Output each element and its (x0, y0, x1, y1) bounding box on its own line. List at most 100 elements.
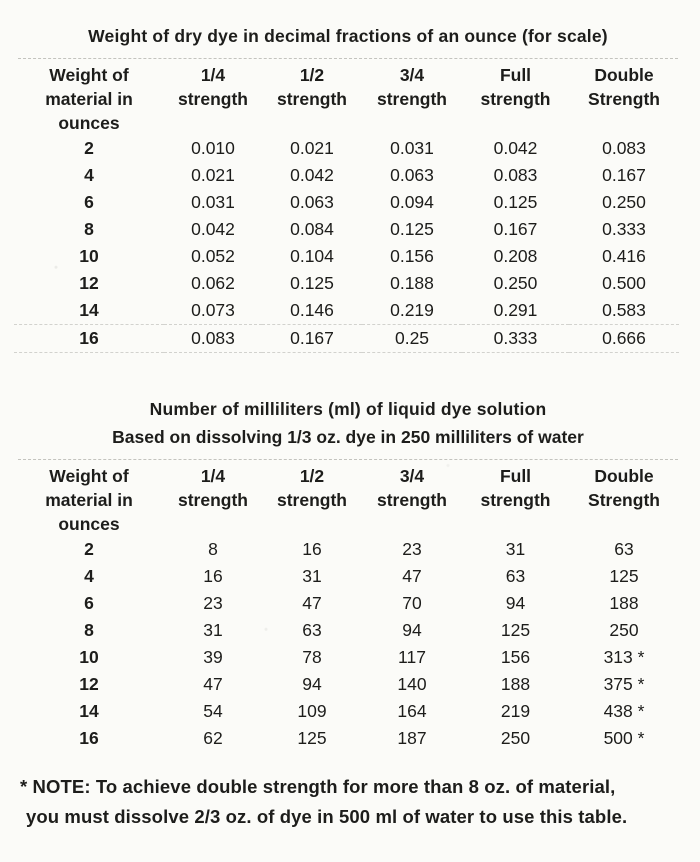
row-label-cell: 14 (79, 300, 99, 320)
value-cell: 0.291 (493, 300, 538, 320)
row-label-cell: 14 (79, 701, 99, 721)
row-label-cell: 12 (79, 674, 99, 694)
table-row: 2 0.010 0.021 0.031 0.042 0.083 (14, 135, 682, 162)
value-cell: 0.104 (290, 246, 334, 266)
value-cell: 63 (614, 539, 634, 559)
row-label-cell: 8 (84, 620, 94, 640)
value-cell: 0.250 (602, 192, 646, 212)
value-cell: 187 (397, 728, 427, 748)
value-cell: 63 (302, 620, 322, 640)
value-cell: 0.042 (290, 165, 334, 185)
value-cell: 0.021 (290, 138, 334, 158)
value-cell: 117 (398, 647, 426, 667)
value-cell: 0.167 (493, 219, 538, 239)
value-cell: 0.167 (262, 324, 362, 353)
footnote-line-1: * NOTE: To achieve double strength for m… (20, 776, 616, 797)
table2-body: 2 8 16 23 31 63 4 16 31 47 63 125 6 23 47 70 94 188 8 31 63 9… (14, 536, 682, 752)
column-header-cell: 1/2 strength (277, 466, 347, 510)
value-cell: 0.083 (602, 138, 646, 158)
table-row: 10 39 78 117 156 313 * (14, 644, 682, 671)
value-cell: 140 (397, 674, 427, 694)
value-cell: 0.416 (602, 246, 646, 266)
value-cell: 0.062 (191, 273, 235, 293)
value-cell: 0.125 (290, 273, 334, 293)
row-label-cell: 16 (79, 728, 99, 748)
value-cell: 54 (203, 701, 223, 721)
value-cell: 0.208 (493, 246, 538, 266)
value-cell: 0.052 (191, 246, 235, 266)
value-cell: 8 (208, 539, 218, 559)
value-cell: 125 (297, 728, 327, 748)
table-row: 2 8 16 23 31 63 (14, 536, 682, 563)
value-cell: 0.25 (362, 324, 462, 353)
table2-section: Number of milliliters (ml) of liquid dye… (14, 397, 682, 752)
value-cell: 0.125 (390, 219, 434, 239)
table-row: 6 23 47 70 94 188 (14, 590, 682, 617)
value-cell: 0.219 (390, 300, 434, 320)
table-row: 8 31 63 94 125 250 (14, 617, 682, 644)
value-cell: 0.156 (390, 246, 434, 266)
value-cell: 78 (302, 647, 322, 667)
column-header-cell: 3/4 strength (377, 466, 447, 510)
table-row: 12 47 94 140 188 375 * (14, 671, 682, 698)
value-cell: 0.042 (493, 138, 538, 158)
value-cell: 0.583 (602, 300, 646, 320)
table-row: 8 0.042 0.084 0.125 0.167 0.333 (14, 216, 682, 243)
value-cell: 47 (203, 674, 223, 694)
value-cell: 16 (203, 566, 223, 586)
value-cell: 188 (609, 593, 639, 613)
scan-divider-line (18, 459, 678, 460)
row-label-cell: 16 (14, 324, 164, 353)
value-cell: 0.500 (602, 273, 646, 293)
value-cell: 16 (302, 539, 322, 559)
value-cell: 23 (203, 593, 223, 613)
row-label-cell: 2 (84, 138, 94, 158)
row-label-cell: 10 (79, 246, 99, 266)
column-header-cell: Weight of material in ounces (45, 466, 133, 534)
column-header-cell: Double Strength (588, 65, 660, 109)
value-cell: 94 (505, 593, 526, 613)
value-cell: 0.083 (493, 165, 538, 185)
value-cell: 0.094 (390, 192, 434, 212)
table-row: 12 0.062 0.125 0.188 0.250 0.500 (14, 270, 682, 297)
value-cell: 125 (609, 566, 639, 586)
table-row: 6 0.031 0.063 0.094 0.125 0.250 (14, 189, 682, 216)
value-cell: 31 (203, 620, 223, 640)
value-cell: 0.073 (191, 300, 235, 320)
value-cell: 0.063 (390, 165, 434, 185)
value-cell: 0.031 (191, 192, 235, 212)
value-cell: 0.666 (569, 324, 679, 353)
value-cell: 250 (609, 620, 639, 640)
value-cell: 39 (203, 647, 223, 667)
value-cell: 0.333 (602, 219, 646, 239)
value-cell: 156 (500, 647, 531, 667)
value-cell: 313 * (603, 647, 645, 667)
value-cell: 0.250 (493, 273, 538, 293)
row-label-cell: 6 (84, 192, 94, 212)
value-cell: 0.188 (390, 273, 434, 293)
row-label-cell: 2 (84, 539, 94, 559)
table-row: 4 16 31 47 63 125 (14, 563, 682, 590)
row-label-cell: 12 (79, 273, 99, 293)
table1-header-row: Weight of material in ounces 1/4 strength 1/2… (14, 61, 682, 135)
column-header-cell: 1/4 strength (178, 466, 248, 510)
value-cell: 0.333 (462, 324, 569, 353)
value-cell: 219 (500, 701, 531, 721)
table-row: 14 0.073 0.146 0.219 0.291 0.583 (14, 297, 682, 324)
column-header-cell: 1/2 strength (277, 65, 347, 109)
footnote: * NOTE: To achieve double strength for m… (14, 772, 682, 832)
value-cell: 0.146 (290, 300, 334, 320)
value-cell: 47 (302, 593, 322, 613)
value-cell: 438 * (603, 701, 645, 721)
value-cell: 0.167 (602, 165, 646, 185)
value-cell: 23 (402, 539, 422, 559)
table-row: 4 0.021 0.042 0.063 0.083 0.167 (14, 162, 682, 189)
value-cell: 70 (402, 593, 422, 613)
row-label-cell: 8 (84, 219, 94, 239)
value-cell: 62 (203, 728, 223, 748)
value-cell: 94 (302, 674, 322, 694)
value-cell: 94 (402, 620, 422, 640)
column-header-cell: Weight of material in ounces (45, 65, 133, 133)
row-label-cell: 4 (84, 165, 94, 185)
